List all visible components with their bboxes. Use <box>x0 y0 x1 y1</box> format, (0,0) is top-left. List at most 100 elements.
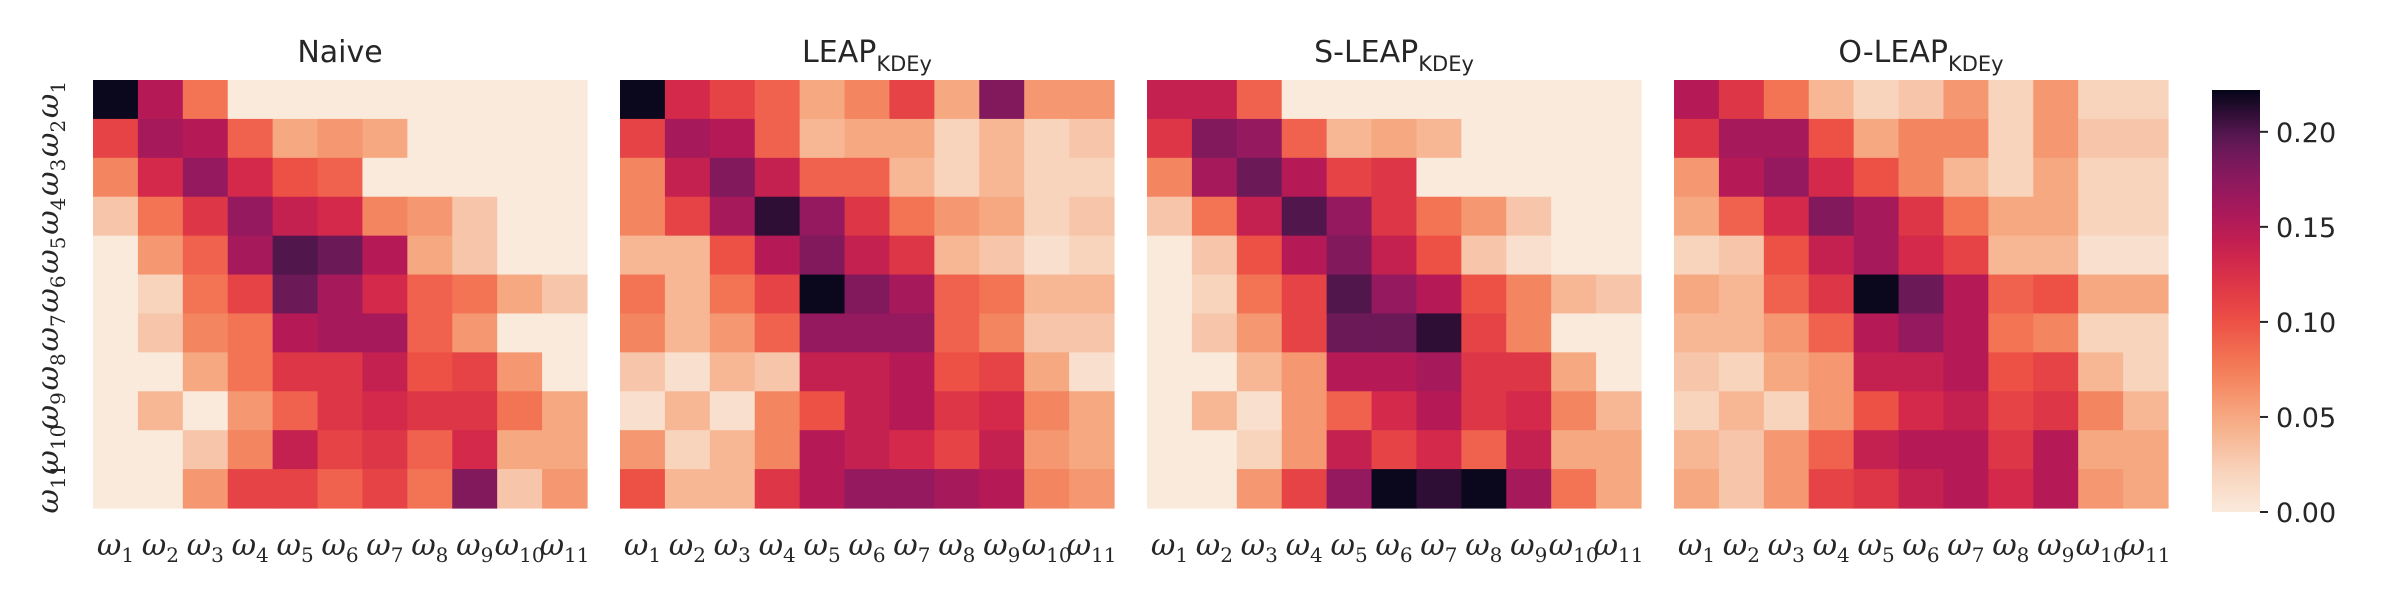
heatmap-cell <box>407 80 453 120</box>
x-tick-label: ω1 <box>1151 528 1188 567</box>
heatmap-cell <box>1506 469 1552 509</box>
heatmap-cell <box>1898 352 1945 392</box>
heatmap-cell <box>1326 118 1373 159</box>
heatmap-cell <box>1326 157 1373 198</box>
heatmap-cell <box>227 235 274 276</box>
heatmap-cell <box>182 430 229 470</box>
heatmap-cell <box>1236 430 1283 470</box>
x-tick-label: ω5 <box>1857 528 1894 567</box>
heatmap-cell <box>844 352 891 392</box>
heatmap-cell <box>1898 391 1945 431</box>
heatmap-cell <box>497 352 543 392</box>
x-tick-label: ω10 <box>1022 528 1072 567</box>
heatmap-cell <box>2123 157 2169 198</box>
panel-title: Naive <box>297 35 382 70</box>
heatmap-cell <box>2078 118 2124 159</box>
x-tick-label: ω5 <box>1330 528 1367 567</box>
heatmap-cell <box>1596 430 1642 470</box>
colorbar-tick-label: 0.15 <box>2276 213 2336 244</box>
heatmap-cell <box>227 430 274 470</box>
heatmap-cell <box>93 196 139 237</box>
x-tick-label: ω10 <box>1549 528 1599 567</box>
heatmap-cell <box>1853 235 1900 276</box>
heatmap-cell <box>1551 196 1597 237</box>
heatmap-cell <box>182 118 229 159</box>
heatmap-cell <box>407 352 453 392</box>
heatmap-cell <box>2123 313 2169 353</box>
heatmap-cell <box>664 118 711 159</box>
heatmap-cell <box>1853 80 1900 120</box>
heatmap-cell <box>1371 235 1418 276</box>
heatmap-cell <box>1763 196 1810 237</box>
heatmap-cell <box>1551 469 1597 509</box>
heatmap-cell <box>407 391 453 431</box>
heatmap-cell <box>137 352 184 392</box>
heatmap-cell <box>754 118 801 159</box>
heatmap-cell <box>1147 352 1193 392</box>
x-tick-label: ω4 <box>1813 528 1850 567</box>
heatmap-cell <box>709 235 756 276</box>
heatmap-cell <box>620 157 666 198</box>
heatmap-cell <box>1853 469 1900 509</box>
colorbar-tick-label: 0.10 <box>2276 308 2336 339</box>
heatmap-cell <box>979 391 1025 431</box>
heatmap-cell <box>664 391 711 431</box>
heatmap-cell <box>1236 274 1283 315</box>
x-tick-label: ω1 <box>624 528 661 567</box>
heatmap-cell <box>1551 391 1597 431</box>
heatmap-cell <box>664 157 711 198</box>
heatmap-cell <box>1024 118 1070 159</box>
x-tick-label: ω1 <box>97 528 134 567</box>
y-tick-label: ω5 <box>31 236 70 273</box>
heatmap-cell <box>1326 274 1373 315</box>
heatmap-cell <box>1718 430 1765 470</box>
heatmap-cell <box>620 274 666 315</box>
heatmap-cell <box>844 274 891 315</box>
heatmap-cell <box>1281 352 1328 392</box>
heatmap-cell <box>317 430 364 470</box>
heatmap-cell <box>844 196 891 237</box>
heatmap-cell <box>1898 196 1945 237</box>
heatmap-cell <box>1191 430 1238 470</box>
heatmap-cell <box>754 196 801 237</box>
x-tick-label: ω3 <box>187 528 224 567</box>
heatmap-cell <box>1506 157 1552 198</box>
heatmap-cell <box>799 196 846 237</box>
heatmap-cell <box>1718 352 1765 392</box>
heatmap-cell <box>889 352 935 392</box>
colorbar-tick-label: 0.05 <box>2276 403 2336 434</box>
heatmap-cell <box>1281 391 1328 431</box>
heatmap-cell <box>1551 274 1597 315</box>
heatmap-cell <box>709 313 756 353</box>
heatmap-cell <box>1808 313 1855 353</box>
heatmap-cell <box>1371 430 1418 470</box>
heatmap-cell <box>2078 469 2124 509</box>
x-tick-label: ω6 <box>321 528 358 567</box>
heatmap-cell <box>1763 430 1810 470</box>
heatmap-cell <box>272 430 319 470</box>
heatmap-cell <box>709 274 756 315</box>
heatmap-cell <box>1191 469 1238 509</box>
heatmap-cell <box>1069 430 1115 470</box>
heatmap-cell <box>620 235 666 276</box>
heatmap-cell <box>362 196 408 237</box>
heatmap-cell <box>1808 430 1855 470</box>
heatmap-cell <box>934 196 980 237</box>
heatmap-cell <box>889 196 935 237</box>
heatmap-cell <box>2123 469 2169 509</box>
heatmap-cell <box>1416 80 1462 120</box>
heatmap-cell <box>844 235 891 276</box>
heatmap-cell <box>1147 274 1193 315</box>
heatmap-cell <box>1024 80 1070 120</box>
heatmap-cell <box>1551 118 1597 159</box>
heatmap-cell <box>93 313 139 353</box>
heatmap-cell <box>664 80 711 120</box>
heatmap-cell <box>934 352 980 392</box>
heatmap-cell <box>1461 196 1507 237</box>
heatmap-cell <box>93 352 139 392</box>
heatmap-cell <box>1147 430 1193 470</box>
heatmap-cell <box>934 274 980 315</box>
heatmap-cell <box>452 469 498 509</box>
heatmap-cell <box>1596 157 1642 198</box>
x-tick-label: ω10 <box>2076 528 2126 567</box>
